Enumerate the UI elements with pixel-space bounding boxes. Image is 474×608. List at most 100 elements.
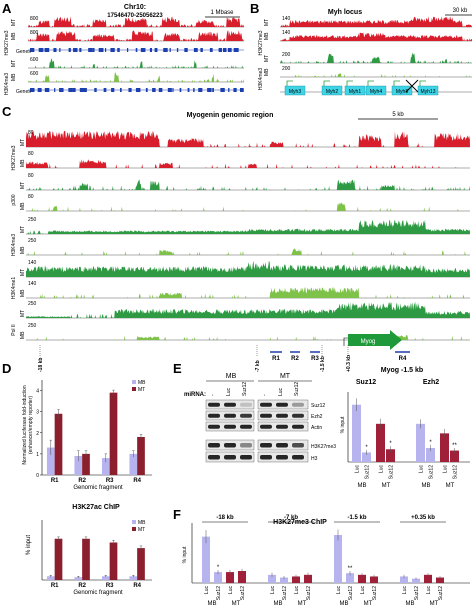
panel-e-cell-1: MT bbox=[382, 483, 391, 489]
panel-c-track-3-signal bbox=[26, 202, 470, 211]
panel-f-region-0: -18 kb bbox=[216, 515, 234, 521]
panel-f-bar-2-2 bbox=[358, 574, 366, 583]
panel-label-f: F bbox=[173, 507, 181, 522]
panel-b-track-3-signal bbox=[280, 73, 472, 77]
panel-b-gene-4-tss-arrow bbox=[393, 80, 400, 86]
panel-e-bar-4 bbox=[416, 423, 425, 462]
panel-e-sig-1: * bbox=[365, 445, 368, 451]
panel-f-title: H3K27me3 ChIP bbox=[273, 519, 327, 526]
panel-d-bottom-ylabel: % input bbox=[26, 535, 32, 555]
panel-d-bottom-legend-swatch-MT bbox=[132, 527, 136, 531]
panel-f-bar-0-1 bbox=[214, 572, 222, 583]
panel-b-gene-3-label: Myh4 bbox=[370, 89, 382, 95]
panel-d-bottom-bar-R2-MB bbox=[74, 577, 83, 580]
panel-d-bottom-bar-R1-MB bbox=[46, 576, 55, 580]
panel-d-top-ylabel-2: (enhancer/empty reporter) bbox=[28, 396, 34, 454]
panel-f-bar-1-1 bbox=[280, 577, 288, 583]
panel-d-top-bar-R4-MT bbox=[137, 437, 145, 475]
panel-d-top-bar-R3-MT bbox=[109, 392, 118, 475]
panel-c-track-1-cell: MB bbox=[20, 159, 26, 167]
panel-a-gene-row-1-gene bbox=[30, 88, 35, 92]
panel-a-gene-row-0-gene bbox=[233, 48, 239, 52]
panel-f-cond-0-1: Suz12 bbox=[216, 586, 222, 600]
panel-f-cell-2-mt: MT bbox=[364, 601, 373, 607]
panel-c-track-2-max: 80 bbox=[28, 173, 34, 179]
panel-c-track-2-signal bbox=[26, 179, 470, 190]
panel-d-bottom-xtick-2: R3 bbox=[106, 583, 114, 589]
panel-a-gene-row-0-gene bbox=[117, 48, 120, 52]
panel-a-track-3-cell: MB bbox=[11, 73, 17, 81]
panel-e-lane-4: Luc bbox=[278, 387, 284, 396]
panel-a-gene-row-1-gene bbox=[198, 88, 203, 92]
panel-d-top-bar-R4-MB bbox=[129, 453, 138, 475]
panel-c-track-4-signal bbox=[26, 219, 470, 234]
panel-b-gene-4-box bbox=[391, 85, 413, 96]
panel-f-cond-1-2: Luc bbox=[294, 586, 300, 595]
panel-a-gene-row-0-gene bbox=[176, 48, 179, 52]
panel-e-bar-5 bbox=[426, 448, 435, 462]
panel-c-track-0-cell: MT bbox=[20, 139, 26, 146]
panel-e-blot-3-label: H3K27me3 bbox=[311, 444, 336, 450]
panel-e-blot-1-label: Ezh2 bbox=[311, 414, 323, 420]
panel-a-gene-row-1-gene bbox=[72, 88, 76, 92]
panel-a-gene-row-1-gene bbox=[111, 88, 115, 92]
panel-f-bar-3-0 bbox=[400, 576, 408, 583]
panel-d-bottom-xtick-0: R1 bbox=[51, 583, 59, 589]
panel-c-region-1-label: R2 bbox=[291, 356, 299, 362]
panel-a-gene-row-1-gene bbox=[44, 88, 50, 92]
panel-f-cond-1-0: Luc bbox=[270, 586, 276, 595]
panel-a-gene-row-0-gene bbox=[92, 48, 95, 52]
panel-b-cross-line-2 bbox=[405, 79, 419, 93]
panel-d-bottom-bar-R3-MT bbox=[109, 542, 118, 580]
panel-e-blot-4-band-5 bbox=[292, 455, 304, 460]
panel-d: Normalized luciferase fold-induction (en… bbox=[22, 380, 152, 596]
panel-f-cond-3-2: Luc bbox=[426, 586, 432, 595]
panel-e-blot-0-band-3 bbox=[260, 402, 272, 407]
panel-a-track-1-max: 800 bbox=[30, 30, 39, 36]
panel-d-top-ylabel-1: Normalized luciferase fold-induction bbox=[22, 385, 28, 464]
panel-a-gene-row-0-gene bbox=[88, 48, 93, 52]
panel-b-gene-2-tss-arrow bbox=[346, 80, 353, 86]
panel-f-bar-2-0 bbox=[334, 535, 342, 583]
panel-e-blot-4-band-3 bbox=[260, 455, 272, 460]
panel-f-ylabel: % input bbox=[182, 546, 188, 563]
panel-d-bottom-legend-swatch-MB bbox=[132, 520, 136, 524]
panel-b-group-h3k4me3: H3K4me3 bbox=[258, 68, 264, 90]
panel-f-cell-0-mt: MT bbox=[232, 601, 241, 607]
panel-e-cond-3: Suz12 bbox=[389, 465, 395, 479]
panel-e-bar-7 bbox=[450, 450, 459, 462]
panel-a-gene-row-1-gene bbox=[187, 88, 190, 92]
panel-c-track-0-max: 80 bbox=[28, 130, 34, 136]
panel-a-gene-row-1-gene bbox=[179, 88, 182, 92]
panel-c-track-3-max: 80 bbox=[28, 194, 34, 200]
panel-a-gene-row-1-gene bbox=[167, 88, 172, 92]
panel-b-track-0-signal bbox=[280, 16, 472, 27]
panel-a-gene-row-1-gene bbox=[228, 88, 230, 92]
panel-c-group-8: Pol II bbox=[11, 324, 17, 335]
panel-b-track-2-cell: MT bbox=[264, 55, 270, 62]
panel-e-bar-3 bbox=[386, 449, 395, 462]
panel-a-group-h3k27me3: H3K27me3 bbox=[4, 30, 10, 55]
panel-d-top-bar-R2-MT bbox=[82, 453, 90, 475]
panel-e-group-mt: MT bbox=[280, 373, 291, 380]
panel-label-a: A bbox=[2, 1, 12, 16]
panel-e-mirna-label: miRNA: bbox=[184, 392, 206, 398]
panel-a: Chr10: 17546470-25056223 1 Mbase 800 MT 80… bbox=[4, 4, 244, 95]
panel-d-top-ytick-label-3: 3 bbox=[36, 410, 39, 416]
panel-d-bottom-bar-R4-MB bbox=[129, 576, 138, 580]
panel-e-blot-1-band-2 bbox=[240, 413, 252, 418]
panel-e-blot-3-band-2 bbox=[240, 443, 252, 448]
panel-a-gene-row-0-gene bbox=[53, 48, 57, 52]
panel-e-lane-1: Luc bbox=[226, 387, 232, 396]
panel-f-cell-3-mt: MT bbox=[430, 601, 439, 607]
panel-b-track-0-max: 140 bbox=[282, 16, 291, 22]
panel-c-annotations: -18 kb -7 kb -1.5 kb +0.3 kb R1 R2 R3 R4 Myog bbox=[38, 330, 410, 372]
panel-f-bar-2-1 bbox=[346, 573, 354, 583]
panel-c-tss-arrow bbox=[343, 337, 348, 346]
panel-b-gene-1-tss-arrow bbox=[323, 80, 330, 86]
panel-f-cond-0-2: Luc bbox=[228, 586, 234, 595]
panel-e-blot-3-band-4 bbox=[276, 443, 288, 448]
